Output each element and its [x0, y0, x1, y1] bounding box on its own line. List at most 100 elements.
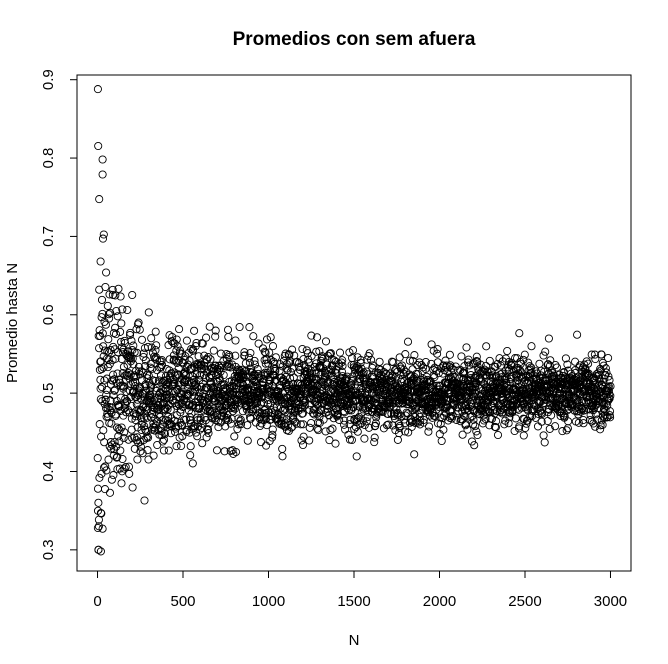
data-point	[586, 411, 595, 420]
data-point	[363, 413, 372, 422]
data-point	[152, 341, 161, 350]
data-point	[98, 155, 107, 164]
data-point	[96, 395, 105, 404]
data-point	[200, 358, 209, 367]
data-point	[563, 424, 572, 433]
data-point	[583, 393, 592, 402]
data-point	[365, 349, 374, 358]
data-point	[469, 420, 478, 429]
data-point	[95, 420, 104, 429]
data-point	[274, 395, 283, 404]
data-point	[428, 413, 437, 422]
data-point	[181, 375, 190, 384]
data-point	[496, 361, 505, 370]
data-point	[433, 349, 442, 358]
data-point	[194, 404, 203, 414]
data-point	[574, 418, 583, 427]
data-point	[140, 496, 149, 505]
data-point	[351, 380, 360, 389]
data-point	[115, 464, 124, 473]
data-point	[220, 447, 229, 456]
data-point	[312, 359, 321, 368]
data-point	[245, 358, 254, 367]
data-point	[204, 429, 213, 438]
data-point	[217, 361, 226, 370]
data-point	[433, 345, 442, 354]
data-point	[602, 368, 611, 377]
data-point	[491, 373, 500, 382]
data-point	[127, 336, 136, 345]
data-point	[281, 349, 290, 358]
data-point	[186, 387, 195, 396]
data-point	[109, 370, 118, 379]
data-point	[327, 365, 336, 374]
data-point	[235, 322, 244, 332]
y-tick-label: 0.5	[40, 383, 57, 404]
data-point	[165, 331, 174, 340]
data-point	[497, 373, 506, 382]
data-point	[262, 441, 271, 450]
data-point	[345, 406, 354, 415]
data-point	[116, 446, 125, 455]
data-point	[335, 348, 345, 357]
x-axis-label: N	[349, 632, 360, 649]
data-point	[596, 425, 605, 434]
data-point	[296, 420, 305, 429]
data-point	[172, 442, 181, 451]
data-point	[94, 545, 103, 554]
data-point	[104, 310, 113, 319]
data-point	[403, 337, 413, 346]
data-point	[99, 363, 108, 372]
data-point	[473, 430, 482, 440]
data-point	[196, 413, 205, 423]
data-point	[547, 411, 556, 420]
data-point	[151, 327, 160, 336]
data-point	[117, 337, 126, 346]
data-point	[605, 407, 615, 416]
data-point	[93, 85, 102, 94]
data-point	[147, 413, 156, 422]
data-point	[137, 335, 147, 344]
data-point	[100, 376, 109, 385]
data-point	[367, 355, 376, 364]
data-point	[510, 426, 519, 436]
data-point	[406, 418, 415, 427]
data-point	[249, 332, 258, 341]
data-point	[310, 410, 319, 419]
data-point	[202, 333, 211, 342]
data-point	[288, 345, 297, 354]
data-point	[343, 372, 352, 381]
data-point	[117, 479, 126, 488]
data-point	[102, 466, 111, 475]
data-point	[335, 415, 344, 424]
data-point	[430, 411, 440, 420]
data-point	[496, 375, 505, 384]
data-point	[100, 485, 110, 494]
data-point	[579, 415, 588, 425]
data-point	[212, 446, 222, 455]
data-point	[325, 436, 334, 445]
data-point	[599, 361, 608, 370]
data-point	[157, 360, 167, 369]
data-point	[124, 435, 133, 444]
data-point	[268, 433, 277, 442]
data-point	[399, 365, 408, 374]
data-point	[96, 547, 105, 556]
data-point	[471, 422, 480, 431]
data-point	[537, 417, 546, 426]
data-point	[143, 446, 152, 455]
data-point	[512, 365, 521, 374]
data-point	[483, 367, 492, 376]
data-point	[132, 348, 142, 357]
data-point	[119, 362, 128, 371]
data-point	[370, 438, 379, 447]
data-point	[109, 342, 118, 351]
y-axis: 0.3 0.4 0.5 0.6 0.7 0.8 0.9	[40, 69, 78, 560]
data-point	[113, 452, 122, 461]
data-point	[331, 439, 340, 448]
data-point	[457, 352, 466, 361]
data-point	[298, 344, 307, 354]
data-point	[472, 352, 481, 361]
data-point	[405, 356, 414, 365]
y-axis-label: Promedio hasta N	[4, 263, 21, 383]
